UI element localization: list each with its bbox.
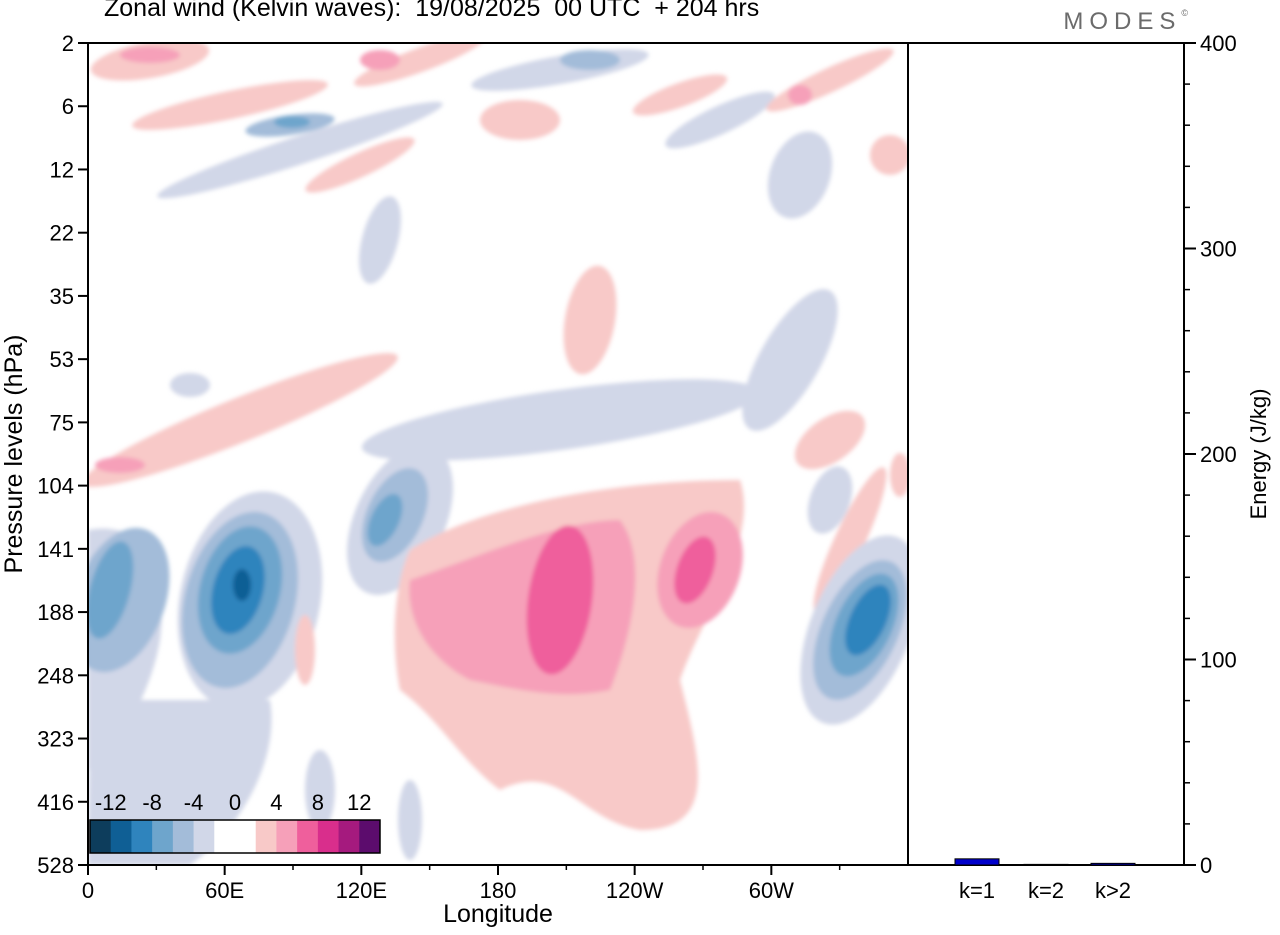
energy-axis-label: Energy (J/kg) bbox=[1246, 389, 1271, 520]
colorbar-label: 12 bbox=[347, 790, 371, 815]
energy-y-tick-label: 300 bbox=[1200, 237, 1237, 262]
y-tick-label: 248 bbox=[37, 663, 74, 688]
energy-category-label: k=2 bbox=[1028, 878, 1064, 903]
energy-y-tick-label: 0 bbox=[1200, 853, 1212, 878]
colorbar-swatch bbox=[193, 820, 215, 853]
x-tick-label: 120E bbox=[336, 878, 387, 903]
energy-bar bbox=[1023, 863, 1069, 866]
energy-category-label: k=1 bbox=[959, 878, 995, 903]
colorbar-label: -4 bbox=[184, 790, 204, 815]
energy-bar bbox=[954, 858, 1000, 866]
colorbar-swatch bbox=[235, 820, 257, 853]
colorbar-swatch bbox=[359, 820, 381, 853]
longitude-axis: 0 60E 120E 180 120W 60W bbox=[82, 865, 841, 903]
chart-title: Zonal wind (Kelvin waves): 19/08/2025 00… bbox=[104, 0, 760, 22]
x-tick-label: 180 bbox=[480, 878, 517, 903]
colorbar-label: -12 bbox=[95, 790, 127, 815]
energy-bar bbox=[1090, 862, 1136, 866]
colorbar-swatch bbox=[276, 820, 298, 853]
colorbar-swatch bbox=[317, 820, 340, 853]
energy-y-tick-label: 200 bbox=[1200, 442, 1237, 467]
colorbar-swatch bbox=[131, 820, 153, 853]
x-tick-label: 120W bbox=[606, 878, 664, 903]
colorbar-swatch bbox=[255, 820, 277, 853]
colorbar-label: -8 bbox=[142, 790, 162, 815]
y-tick-label: 6 bbox=[62, 94, 74, 119]
colorbar-swatch bbox=[172, 820, 195, 853]
colorbar-border bbox=[89, 819, 381, 854]
brand-text: MODES bbox=[1063, 8, 1182, 35]
energy-frame bbox=[907, 42, 1185, 866]
y-tick-label: 35 bbox=[50, 284, 74, 309]
y-tick-label: 2 bbox=[62, 31, 74, 56]
y-tick-label: 12 bbox=[50, 157, 74, 182]
colorbar-swatch bbox=[110, 820, 132, 853]
y-axis-label: Pressure levels (hPa) bbox=[0, 335, 28, 574]
x-tick-label: 0 bbox=[82, 878, 94, 903]
energy-y-tick-label: 400 bbox=[1200, 31, 1237, 56]
colorbar-swatch bbox=[152, 820, 174, 853]
energy-y-tick-label: 100 bbox=[1200, 648, 1237, 673]
y-tick-label: 104 bbox=[37, 474, 74, 499]
x-tick-label: 60E bbox=[205, 878, 244, 903]
x-tick-label: 60W bbox=[749, 878, 794, 903]
y-tick-label: 141 bbox=[37, 537, 74, 562]
wind-field bbox=[88, 43, 908, 865]
energy-category-label: k>2 bbox=[1095, 878, 1131, 903]
y-tick-label: 53 bbox=[50, 347, 74, 372]
colorbar: -12 -8 -4 0 4 8 12 bbox=[89, 790, 381, 854]
y-tick-label: 323 bbox=[37, 727, 74, 752]
colorbar-label: 0 bbox=[229, 790, 241, 815]
brand-mark: © bbox=[1181, 8, 1188, 18]
colorbar-swatch bbox=[338, 820, 360, 853]
colorbar-swatch bbox=[90, 820, 112, 853]
pressure-axis: 2 6 12 22 35 53 75 104 141 188 248 323 416 528 bbox=[37, 31, 88, 878]
y-tick-label: 22 bbox=[50, 221, 74, 246]
colorbar-swatch bbox=[214, 820, 236, 853]
brand-logo: MODES© bbox=[1063, 8, 1188, 36]
colorbar-swatch bbox=[297, 820, 319, 853]
y-tick-label: 188 bbox=[37, 600, 74, 625]
y-tick-label: 416 bbox=[37, 790, 74, 815]
x-axis-label: Longitude bbox=[443, 900, 553, 928]
y-tick-label: 528 bbox=[37, 853, 74, 878]
energy-chart: 0 100 200 300 400 k=1 k=2 k>2 bbox=[954, 31, 1237, 903]
colorbar-label: 4 bbox=[270, 790, 282, 815]
colorbar-label: 8 bbox=[312, 790, 324, 815]
y-tick-label: 75 bbox=[50, 410, 74, 435]
